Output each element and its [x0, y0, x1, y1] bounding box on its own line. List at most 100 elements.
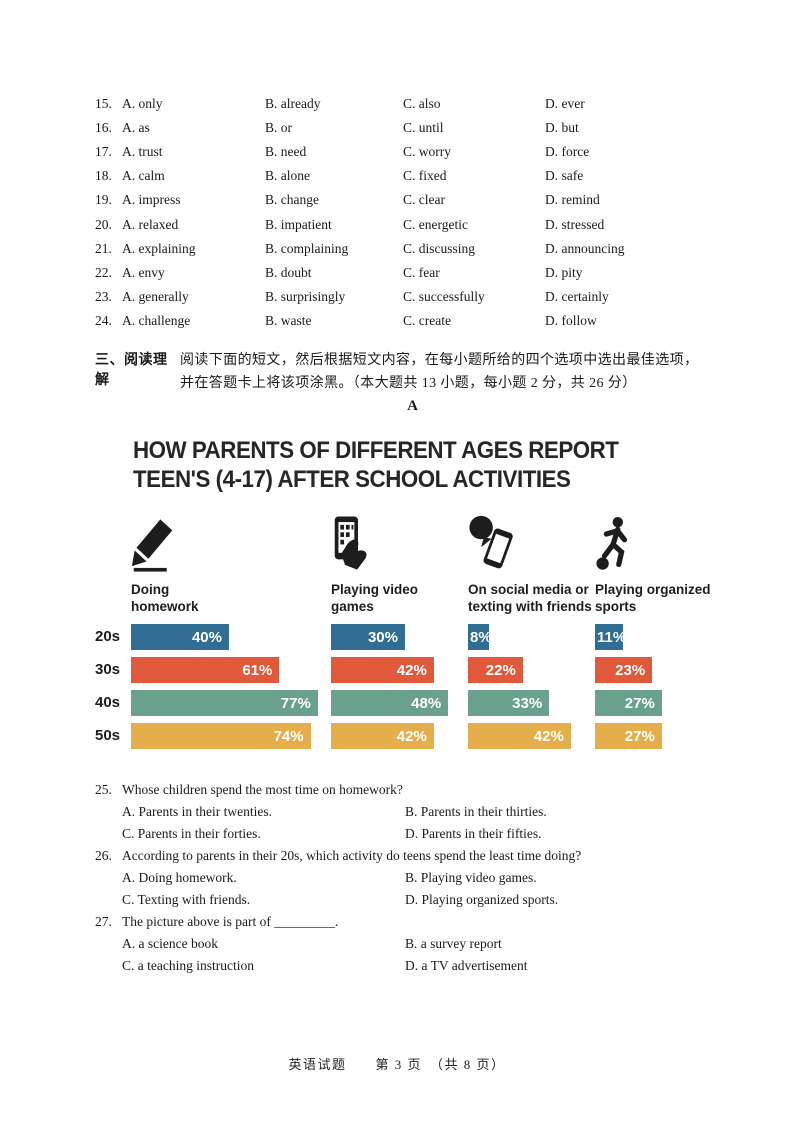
- bar: 27%: [595, 723, 662, 749]
- instructions-line-2: 并在答题卡上将该项涂黑。（本大题共 13 小题，每小题 2 分，共 26 分）: [180, 376, 637, 391]
- option-b: B. need: [265, 144, 307, 160]
- chart-row-30s: 30s 61% 42% 22% 23%: [95, 657, 725, 683]
- option-d: D. follow: [545, 312, 597, 328]
- option-b: B. surprisingly: [265, 288, 346, 304]
- question-number: 16.: [95, 120, 112, 136]
- section-instructions: 阅读下面的短文，然后根据短文内容，在每小题所给的四个选项中选出最佳选项， 并在答…: [180, 349, 698, 395]
- question-25: 25. Whose children spend the most time on…: [95, 779, 760, 845]
- option-b: B. complaining: [265, 240, 349, 256]
- option-c: C. also: [403, 96, 441, 112]
- bar-value-label: 42%: [396, 661, 427, 679]
- bar: 40%: [131, 624, 229, 650]
- option-a: A. relaxed: [122, 216, 179, 232]
- bar-track: 27%: [595, 723, 725, 749]
- bar: 11%: [595, 624, 627, 650]
- bar-value-label: 27%: [624, 727, 655, 745]
- bar-value-label: 27%: [624, 694, 655, 712]
- option-c: C. until: [403, 120, 444, 136]
- option-c: C. successfully: [403, 288, 485, 304]
- option-d: D. stressed: [545, 216, 605, 232]
- option-d: D. remind: [545, 192, 600, 208]
- option-d: D. but: [545, 120, 579, 136]
- chart-row-40s: 40s 77% 48% 33% 27%: [95, 690, 725, 716]
- instructions-line-1: 阅读下面的短文，然后根据短文内容，在每小题所给的四个选项中选出最佳选项，: [180, 353, 699, 368]
- option-d: D. Playing organized sports.: [405, 892, 559, 907]
- option-c: C. energetic: [403, 216, 468, 232]
- bar-value-label: 33%: [512, 694, 543, 712]
- activity-label: Doing homework: [131, 582, 199, 614]
- option-a: A. Parents in their twenties.: [122, 804, 272, 819]
- activity-label: Playing video games: [331, 582, 419, 614]
- bar-value-label: 42%: [533, 727, 564, 745]
- option-d: D. safe: [545, 168, 584, 184]
- bar: 42%: [331, 723, 434, 749]
- bar-track: 11%: [595, 624, 725, 650]
- option-d: D. announcing: [545, 240, 625, 256]
- option-a: A. challenge: [122, 312, 191, 328]
- option-c: C. Texting with friends.: [122, 892, 251, 907]
- option-a: A. only: [122, 96, 163, 112]
- option-b: B. doubt: [265, 264, 312, 280]
- option-b: B. Parents in their thirties.: [405, 804, 547, 819]
- cloze-row: 21. A. explaining B. complaining C. discuss…: [95, 237, 675, 261]
- phone-hand-icon: [331, 515, 468, 579]
- option-a: A. envy: [122, 264, 165, 280]
- option-b: B. change: [265, 192, 319, 208]
- activity-column: Doing homework: [131, 515, 331, 615]
- question-head: 27. The picture above is part of ________…: [95, 911, 760, 933]
- activity-column: Playing organized sports: [595, 515, 725, 615]
- bar-track: 48%: [331, 690, 468, 716]
- question-text: Whose children spend the most time on ho…: [122, 782, 403, 797]
- section-label: 三、阅读理解: [95, 353, 168, 388]
- bar-value-label: 8%: [470, 628, 492, 646]
- bar-track: 42%: [468, 723, 595, 749]
- option-c: C. worry: [403, 144, 451, 160]
- question-number: 21.: [95, 240, 112, 256]
- option-a: A. trust: [122, 144, 163, 160]
- cloze-row: 18. A. calm B. alone C. fixed D. safe: [95, 164, 675, 188]
- bar: 30%: [331, 624, 405, 650]
- option-d: D. force: [545, 144, 590, 160]
- age-group-label: 30s: [95, 661, 121, 678]
- activity-label: On social media or texting with friends: [468, 582, 592, 614]
- option-c: C. clear: [403, 192, 445, 208]
- chart-bars: 20s 40% 30% 8% 11% 30s 61% 42% 22% 23% 40s 77% 48% 33…: [95, 624, 725, 756]
- option-d: D. a TV advertisement: [405, 958, 528, 973]
- option-d: D. pity: [545, 264, 583, 280]
- after-school-activities-infographic: HOW PARENTS OF DIFFERENT AGES REPORT TEE…: [0, 437, 794, 757]
- cloze-row: 16. A. as B. or C. until D. but: [95, 116, 675, 140]
- bar-value-label: 23%: [615, 661, 646, 679]
- question-options: A. a science book B. a survey report C. a …: [122, 933, 760, 977]
- bar-track: 42%: [331, 657, 468, 683]
- question-27: 27. The picture above is part of ________…: [95, 911, 760, 977]
- option-b: B. waste: [265, 312, 312, 328]
- cloze-row: 24. A. challenge B. waste C. create D. follo…: [95, 309, 675, 333]
- chart-title: HOW PARENTS OF DIFFERENT AGES REPORT TEE…: [133, 437, 619, 494]
- option-c: C. a teaching instruction: [122, 958, 254, 973]
- bar-track: 40%: [131, 624, 331, 650]
- bar-track: 61%: [131, 657, 331, 683]
- option-b: B. or: [265, 120, 292, 136]
- age-group-label: 40s: [95, 694, 121, 711]
- chart-row-50s: 50s 74% 42% 42% 27%: [95, 723, 725, 749]
- bar-value-label: 42%: [396, 727, 427, 745]
- option-b: B. impatient: [265, 216, 332, 232]
- bar-value-label: 11%: [597, 628, 627, 646]
- chat-phone-icon: [468, 515, 595, 579]
- age-group-label: 20s: [95, 628, 121, 645]
- bar-track: 23%: [595, 657, 725, 683]
- question-number: 18.: [95, 168, 112, 184]
- bar: 42%: [468, 723, 571, 749]
- bar-value-label: 77%: [280, 694, 311, 712]
- bar-track: 77%: [131, 690, 331, 716]
- activity-column: On social media or texting with friends: [468, 515, 595, 615]
- cloze-row: 19. A. impress B. change C. clear D. remind: [95, 188, 675, 212]
- question-number: 15.: [95, 96, 112, 112]
- bar-value-label: 40%: [191, 628, 222, 646]
- question-number: 24.: [95, 312, 112, 328]
- chart-title-line-1: HOW PARENTS OF DIFFERENT AGES REPORT: [133, 437, 619, 464]
- option-c: C. fixed: [403, 168, 447, 184]
- bar-value-label: 61%: [242, 661, 273, 679]
- bar-track: 42%: [331, 723, 468, 749]
- question-text: The picture above is part of _________.: [122, 914, 339, 929]
